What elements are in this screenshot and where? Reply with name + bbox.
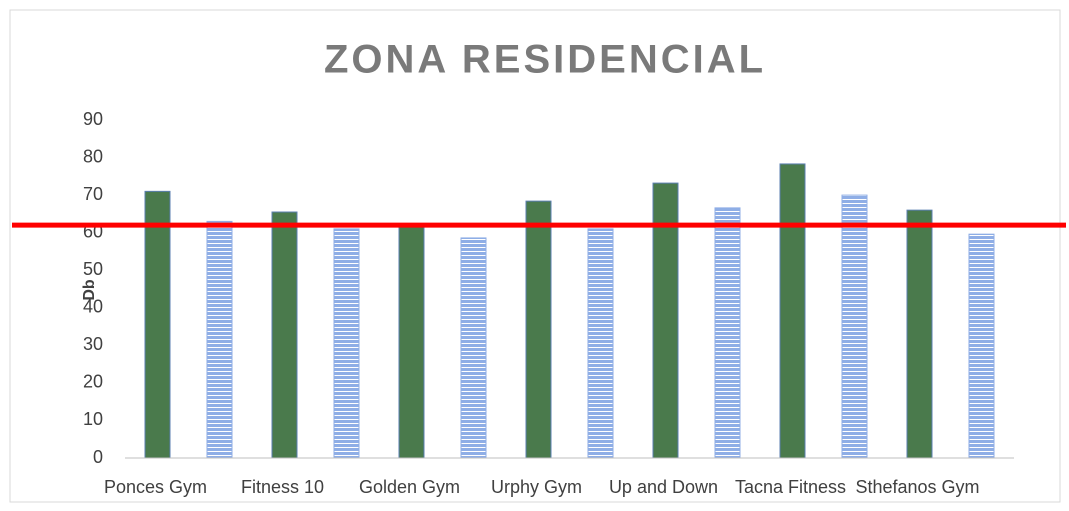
- x-tick-label: Golden Gym: [359, 477, 460, 497]
- x-tick-label: Urphy Gym: [491, 477, 582, 497]
- bar: [968, 233, 995, 459]
- x-tick-label: Sthefanos Gym: [855, 477, 979, 497]
- y-tick-label: 40: [83, 297, 103, 317]
- y-tick-label: 30: [83, 334, 103, 354]
- bar: [271, 211, 298, 459]
- x-tick-label: Tacna Fitness: [735, 477, 846, 497]
- bar: [333, 228, 360, 459]
- y-tick-label: 90: [83, 109, 103, 129]
- y-tick-label: 20: [83, 372, 103, 392]
- bar: [144, 190, 171, 459]
- bar: [587, 228, 614, 459]
- chart-title: ZONA RESIDENCIAL: [324, 38, 766, 82]
- y-tick-label: 10: [83, 409, 103, 429]
- y-tick-label: 80: [83, 146, 103, 166]
- bar: [652, 182, 679, 459]
- bar: [714, 207, 741, 459]
- x-tick-label: Ponces Gym: [104, 477, 207, 497]
- bar: [525, 200, 552, 459]
- y-tick-label: 0: [93, 447, 103, 467]
- y-tick-label: 50: [83, 259, 103, 279]
- bar: [841, 194, 868, 459]
- y-tick-label: 70: [83, 184, 103, 204]
- y-axis-label: Db: [81, 279, 98, 301]
- bar: [906, 209, 933, 459]
- x-tick-label: Fitness 10: [241, 477, 324, 497]
- bar: [398, 223, 425, 459]
- bar: [206, 220, 233, 459]
- bar: [460, 237, 487, 459]
- x-tick-label: Up and Down: [609, 477, 718, 497]
- bar: [779, 163, 806, 459]
